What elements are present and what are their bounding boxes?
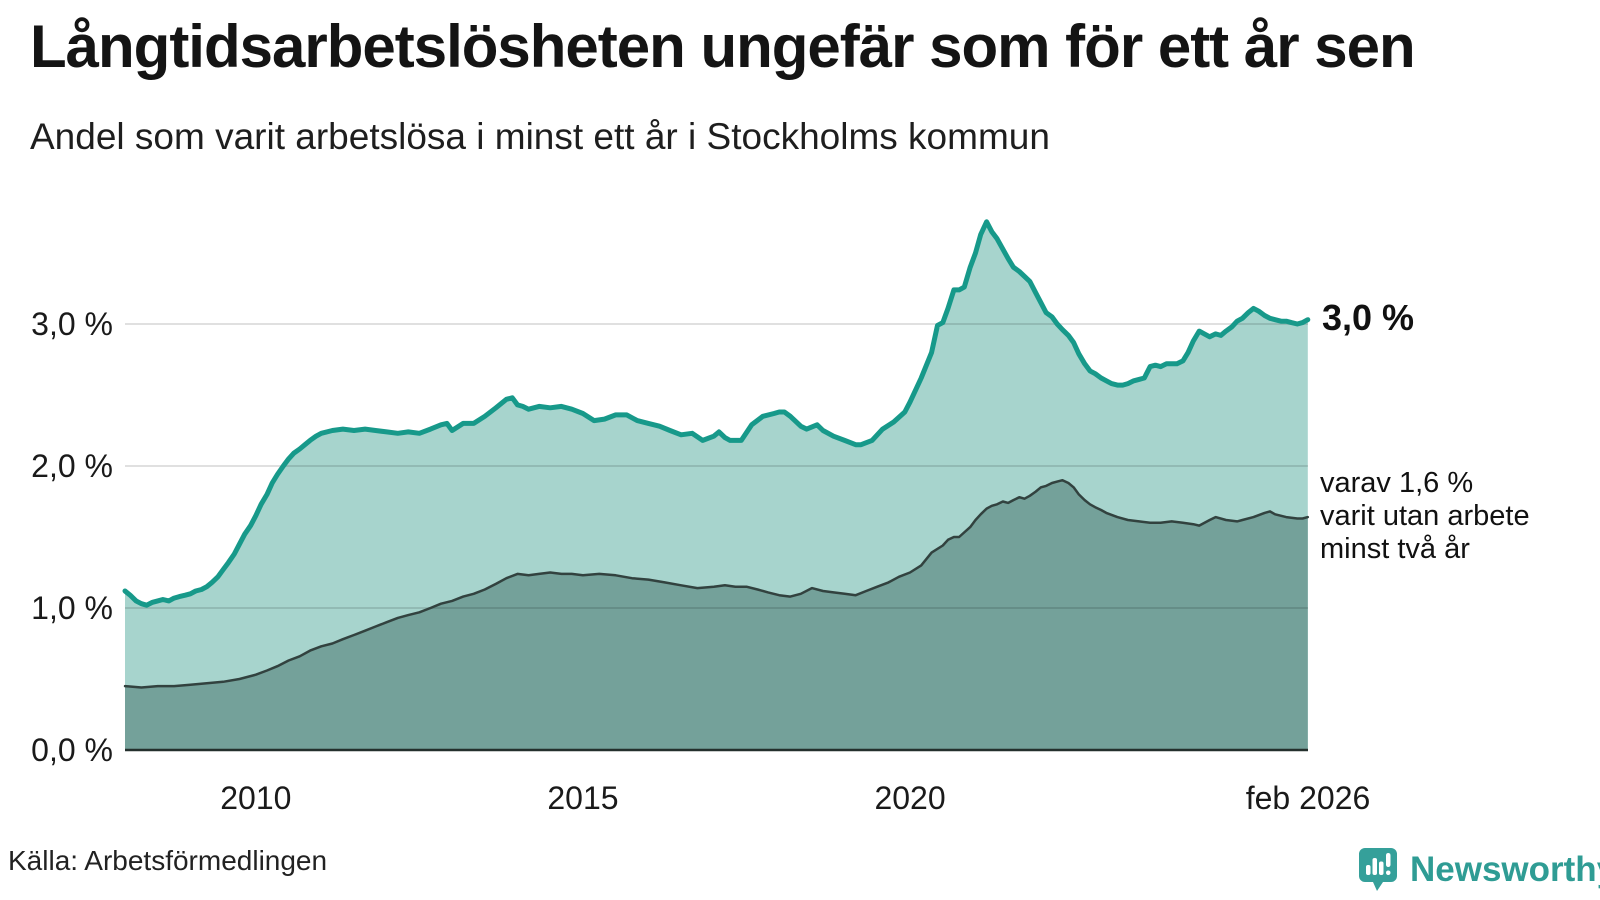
two-year-line	[123, 478, 1310, 689]
exclamation-stem	[1386, 853, 1391, 867]
bar-1	[1366, 865, 1371, 875]
page-title: Långtidsarbetslösheten ungefär som för e…	[30, 13, 1416, 80]
bar-2	[1372, 858, 1377, 875]
x-tick-label: 2010	[220, 780, 292, 816]
x-tick-label: feb 2026	[1245, 780, 1371, 816]
newsworthy-icon	[1359, 848, 1397, 891]
brand-name: Newsworthy	[1410, 850, 1600, 889]
speech-bubble-shape	[1359, 848, 1397, 891]
x-tick-label: 2020	[874, 780, 946, 816]
total-line	[122, 219, 1311, 608]
brand-logo: Newsworthy	[1358, 845, 1600, 895]
page-subtitle: Andel som varit arbetslösa i minst ett å…	[30, 116, 1050, 157]
end-value-label-total: 3,0 %	[1322, 297, 1415, 338]
y-tick-label-2: 2,0 %	[31, 448, 113, 484]
y-tick-label-3: 3,0 %	[31, 306, 113, 342]
x-tick-label: 2015	[547, 780, 619, 816]
exclamation-dot	[1386, 870, 1391, 875]
source-note: Källa: Arbetsförmedlingen	[8, 845, 328, 876]
two-year-area	[125, 480, 1308, 750]
y-tick-label-1: 1,0 %	[31, 590, 113, 626]
end-value-label-two-year: varav 1,6 % varit utan arbete minst två …	[1320, 467, 1530, 565]
y-tick-label-0: 0,0 %	[31, 732, 113, 768]
bar-3	[1379, 861, 1384, 875]
